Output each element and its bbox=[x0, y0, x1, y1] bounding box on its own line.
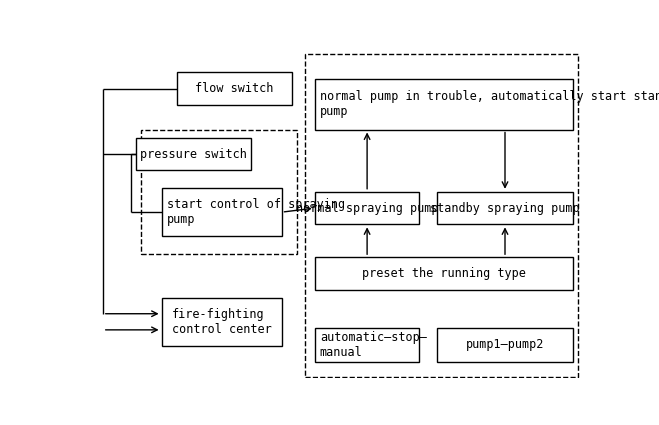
Text: start control of spraying
pump: start control of spraying pump bbox=[167, 198, 345, 226]
Bar bbox=[304, 54, 578, 377]
Bar bbox=[161, 188, 281, 236]
Bar bbox=[177, 72, 292, 105]
Text: pressure switch: pressure switch bbox=[140, 147, 247, 161]
Text: normal pump in trouble, automatically start standby
pump: normal pump in trouble, automatically st… bbox=[320, 90, 659, 118]
Text: normal spraying pump: normal spraying pump bbox=[296, 201, 438, 215]
Text: automatic—stop—
manual: automatic—stop— manual bbox=[320, 331, 427, 359]
Bar bbox=[438, 192, 573, 224]
Text: pump1—pump2: pump1—pump2 bbox=[466, 338, 544, 351]
Bar bbox=[136, 138, 251, 170]
Bar bbox=[438, 328, 573, 362]
Bar bbox=[141, 130, 297, 254]
Text: standby spraying pump: standby spraying pump bbox=[430, 201, 580, 215]
Text: preset the running type: preset the running type bbox=[362, 267, 526, 280]
Bar bbox=[315, 192, 420, 224]
Bar bbox=[315, 79, 573, 130]
Bar bbox=[315, 257, 573, 290]
Bar bbox=[161, 298, 281, 346]
Text: fire-fighting
control center: fire-fighting control center bbox=[172, 308, 272, 336]
Bar bbox=[315, 328, 420, 362]
Text: flow switch: flow switch bbox=[195, 82, 273, 95]
